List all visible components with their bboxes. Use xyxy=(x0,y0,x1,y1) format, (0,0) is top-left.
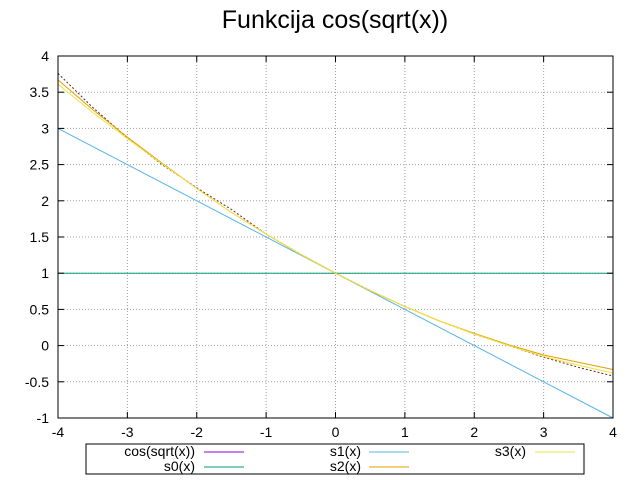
axis-ticks: -4 -3 -2 -1 0 1 2 3 4 -1 -0.5 0 0.5 1 1.5 2 2.5 3 3.5 4 xyxy=(25,48,617,440)
legend-label: s1(x) xyxy=(330,443,361,459)
x-tick-label: 2 xyxy=(470,424,478,440)
x-tick-label: 1 xyxy=(401,424,409,440)
x-tick-label: 4 xyxy=(609,424,617,440)
legend-label: s2(x) xyxy=(330,458,361,474)
x-tick-label: 0 xyxy=(332,424,340,440)
x-tick-label: -2 xyxy=(191,424,204,440)
series-line-s3-x xyxy=(57,83,614,374)
series-lines xyxy=(57,73,614,419)
y-tick-label: 0.5 xyxy=(30,301,50,317)
y-tick-label: 2 xyxy=(41,193,49,209)
legend-label: s0(x) xyxy=(164,458,195,474)
legend-label: s3(x) xyxy=(495,443,526,459)
y-tick-label: 1.5 xyxy=(30,229,50,245)
y-tick-label: 3 xyxy=(41,120,49,136)
legend: cos(sqrt(x))s0(x) s1(x)s2(x) s3(x) xyxy=(85,443,585,475)
grid xyxy=(58,56,613,418)
y-tick-label: 0 xyxy=(41,338,49,354)
x-tick-label: -3 xyxy=(121,424,134,440)
x-tick-label: 3 xyxy=(540,424,548,440)
x-tick-label: -4 xyxy=(52,424,65,440)
legend-box xyxy=(85,443,585,475)
y-tick-label: 2.5 xyxy=(30,157,50,173)
y-tick-label: 1 xyxy=(41,265,49,281)
y-tick-label: -1 xyxy=(37,410,50,426)
x-tick-label: -1 xyxy=(260,424,273,440)
legend-label: cos(sqrt(x)) xyxy=(124,443,195,459)
y-tick-label: 3.5 xyxy=(30,84,50,100)
y-tick-label: 4 xyxy=(41,48,49,64)
y-tick-label: -0.5 xyxy=(25,374,49,390)
chart-title: Funkcija cos(sqrt(x)) xyxy=(222,6,448,34)
